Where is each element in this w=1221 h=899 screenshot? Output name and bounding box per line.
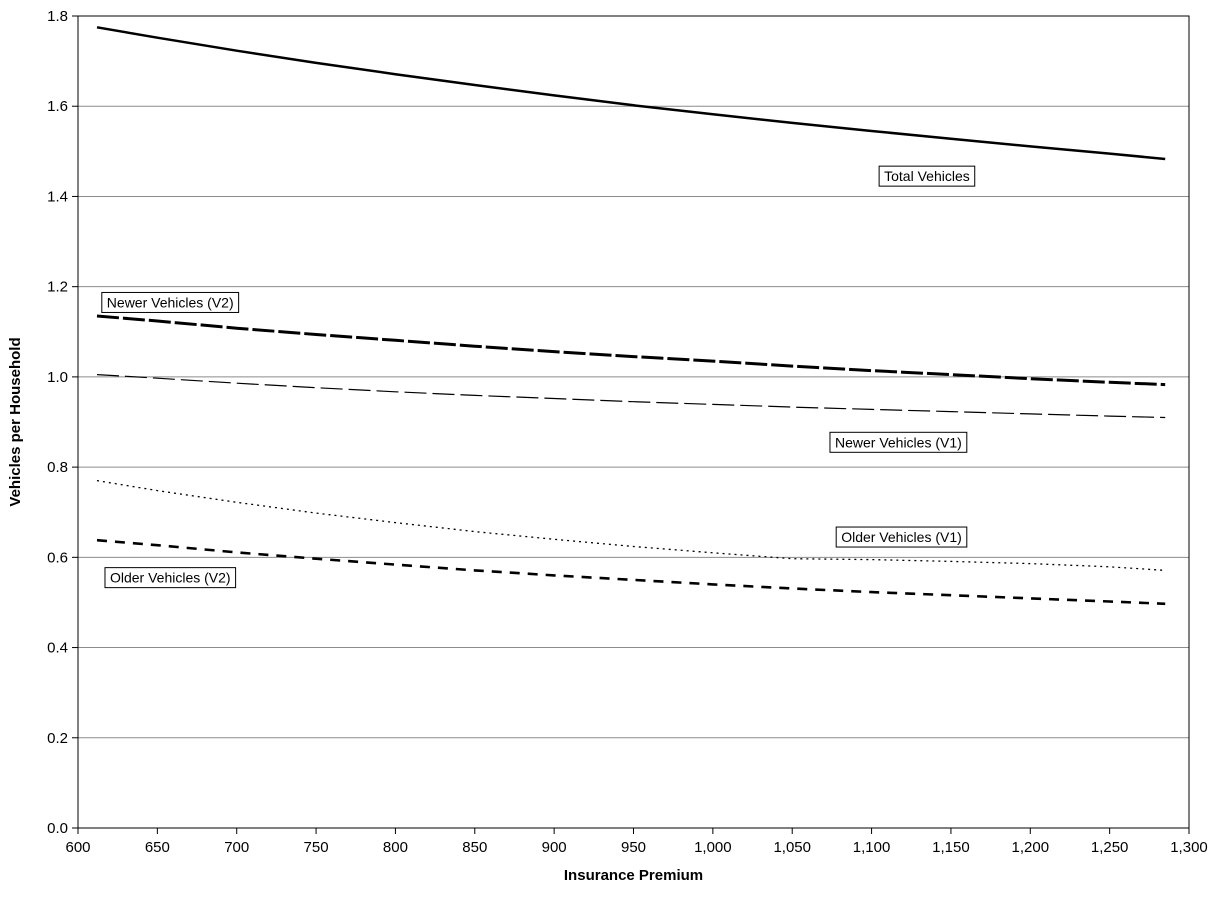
x-tick-label: 1,200 [1012,839,1050,856]
gridlines [78,105,1189,739]
x-tick-label: 850 [462,839,487,856]
series-lines [96,26,1166,606]
y-tick-label: 1.2 [47,279,68,296]
x-tick-label: 800 [383,839,408,856]
y-axis-title: Vehicles per Household [7,337,24,506]
series-label-text: Newer Vehicles (V2) [107,294,234,310]
x-tick-label: 700 [224,839,249,856]
x-tick-label: 1,000 [694,839,732,856]
y-tick-label: 0.8 [47,459,68,476]
plot-area-frame [77,15,1190,829]
y-axis: 0.0 0.2 0.4 0.6 0.8 1.0 1.2 1.4 1.6 1.8 [47,8,78,837]
x-tick-label: 950 [621,839,646,856]
series-line-newer-vehicles-v2 [96,314,1166,387]
x-axis: 600 650 700 750 800 850 900 950 1,000 1,050 1,100 1… [65,828,1208,856]
y-tick-label: 1.6 [47,98,68,115]
x-tick-label: 650 [145,839,170,856]
y-tick-label: 1.0 [47,369,68,386]
series-label-text: Total Vehicles [884,168,970,184]
series-label-box [878,165,976,187]
series-line-newer-vehicles-v1 [96,374,1166,419]
x-tick-label: 1,250 [1091,839,1129,856]
x-tick-label: 900 [542,839,567,856]
series-label-box [829,431,968,453]
y-tick-label: 0.0 [47,820,68,837]
series-label-text: Newer Vehicles (V1) [835,434,962,450]
series-line-older-vehicles-v1 [96,479,1166,572]
y-tick-label: 0.2 [47,730,68,747]
series-label-total-vehicles: Total Vehicles [878,165,976,187]
series-line-total-vehicles [96,26,1166,161]
series-label-box [101,291,240,313]
series-line-older-vehicles-v2 [96,538,1166,606]
series-label-box [104,567,237,589]
y-tick-label: 0.4 [47,640,68,657]
x-tick-label: 1,100 [853,839,891,856]
series-label-older-vehicles-v2: Older Vehicles (V2) [104,567,237,589]
x-tick-label: 600 [65,839,90,856]
x-axis-title: Insurance Premium [564,867,703,884]
series-labels: Total Vehicles Newer Vehicles (V2) Newer V… [101,165,976,589]
y-tick-label: 0.6 [47,549,68,566]
y-tick-label: 1.8 [47,8,68,25]
series-label-newer-vehicles-v1: Newer Vehicles (V1) [829,431,968,453]
series-label-older-vehicles-v1: Older Vehicles (V1) [835,526,968,548]
series-label-text: Older Vehicles (V2) [110,570,231,586]
x-tick-label: 1,300 [1170,839,1208,856]
series-label-newer-vehicles-v2: Newer Vehicles (V2) [101,291,240,313]
y-tick-label: 1.4 [47,188,68,205]
x-tick-label: 1,050 [773,839,811,856]
series-label-box [835,526,968,548]
series-label-text: Older Vehicles (V1) [841,529,962,545]
x-tick-label: 1,150 [932,839,970,856]
x-tick-label: 750 [304,839,329,856]
